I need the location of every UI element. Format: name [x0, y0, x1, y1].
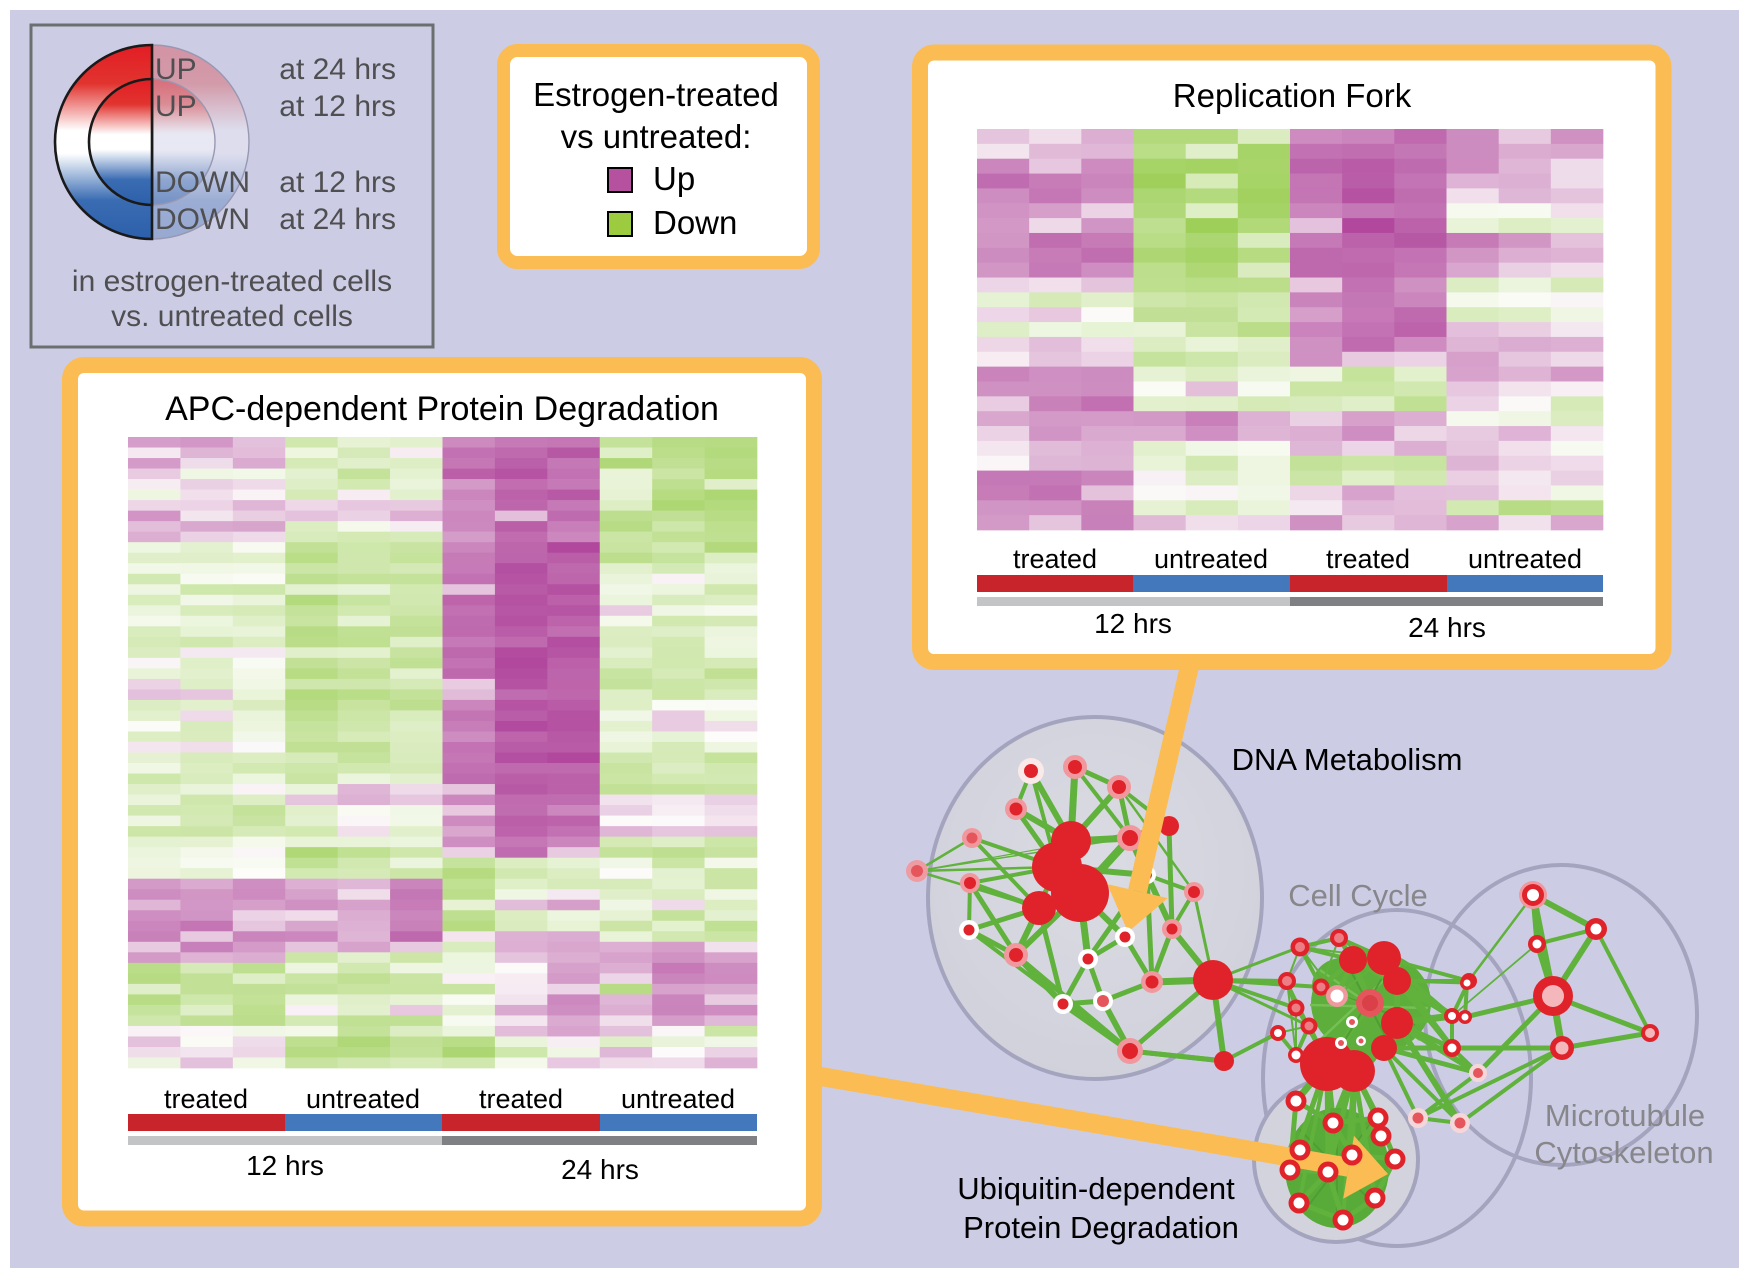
svg-text:at 12 hrs: at 12 hrs — [279, 166, 396, 199]
svg-text:UP: UP — [155, 53, 197, 86]
svg-text:untreated: untreated — [306, 1084, 420, 1114]
svg-text:Microtubule: Microtubule — [1545, 1098, 1705, 1133]
svg-text:untreated: untreated — [621, 1084, 735, 1114]
svg-text:Up: Up — [653, 160, 695, 197]
svg-text:12 hrs: 12 hrs — [246, 1150, 324, 1181]
svg-text:at 12 hrs: at 12 hrs — [279, 90, 396, 123]
svg-text:Protein Degradation: Protein Degradation — [963, 1210, 1239, 1245]
svg-text:24 hrs: 24 hrs — [1408, 612, 1486, 643]
svg-text:at 24 hrs: at 24 hrs — [279, 53, 396, 86]
svg-text:untreated: untreated — [1468, 544, 1582, 574]
svg-text:DNA Metabolism: DNA Metabolism — [1232, 742, 1463, 777]
svg-text:vs. untreated cells: vs. untreated cells — [111, 300, 353, 333]
svg-text:vs untreated:: vs untreated: — [561, 118, 752, 155]
svg-text:DOWN: DOWN — [155, 203, 250, 236]
svg-text:Cytoskeleton: Cytoskeleton — [1534, 1135, 1713, 1170]
svg-text:untreated: untreated — [1154, 544, 1268, 574]
svg-text:treated: treated — [164, 1084, 248, 1114]
svg-text:in estrogen-treated cells: in estrogen-treated cells — [72, 265, 392, 298]
svg-text:Ubiquitin-dependent: Ubiquitin-dependent — [957, 1171, 1235, 1206]
svg-text:at 24 hrs: at 24 hrs — [279, 203, 396, 236]
svg-text:Replication Fork: Replication Fork — [1173, 77, 1412, 114]
svg-text:12 hrs: 12 hrs — [1094, 608, 1172, 639]
svg-text:DOWN: DOWN — [155, 166, 250, 199]
svg-text:treated: treated — [479, 1084, 563, 1114]
svg-text:Cell Cycle: Cell Cycle — [1288, 878, 1428, 913]
svg-text:treated: treated — [1013, 544, 1097, 574]
svg-text:Estrogen-treated: Estrogen-treated — [533, 76, 779, 113]
svg-text:APC-dependent Protein Degradat: APC-dependent Protein Degradation — [165, 390, 719, 428]
svg-text:UP: UP — [155, 90, 197, 123]
svg-text:treated: treated — [1326, 544, 1410, 574]
svg-text:Down: Down — [653, 204, 737, 241]
svg-text:24 hrs: 24 hrs — [561, 1154, 639, 1185]
